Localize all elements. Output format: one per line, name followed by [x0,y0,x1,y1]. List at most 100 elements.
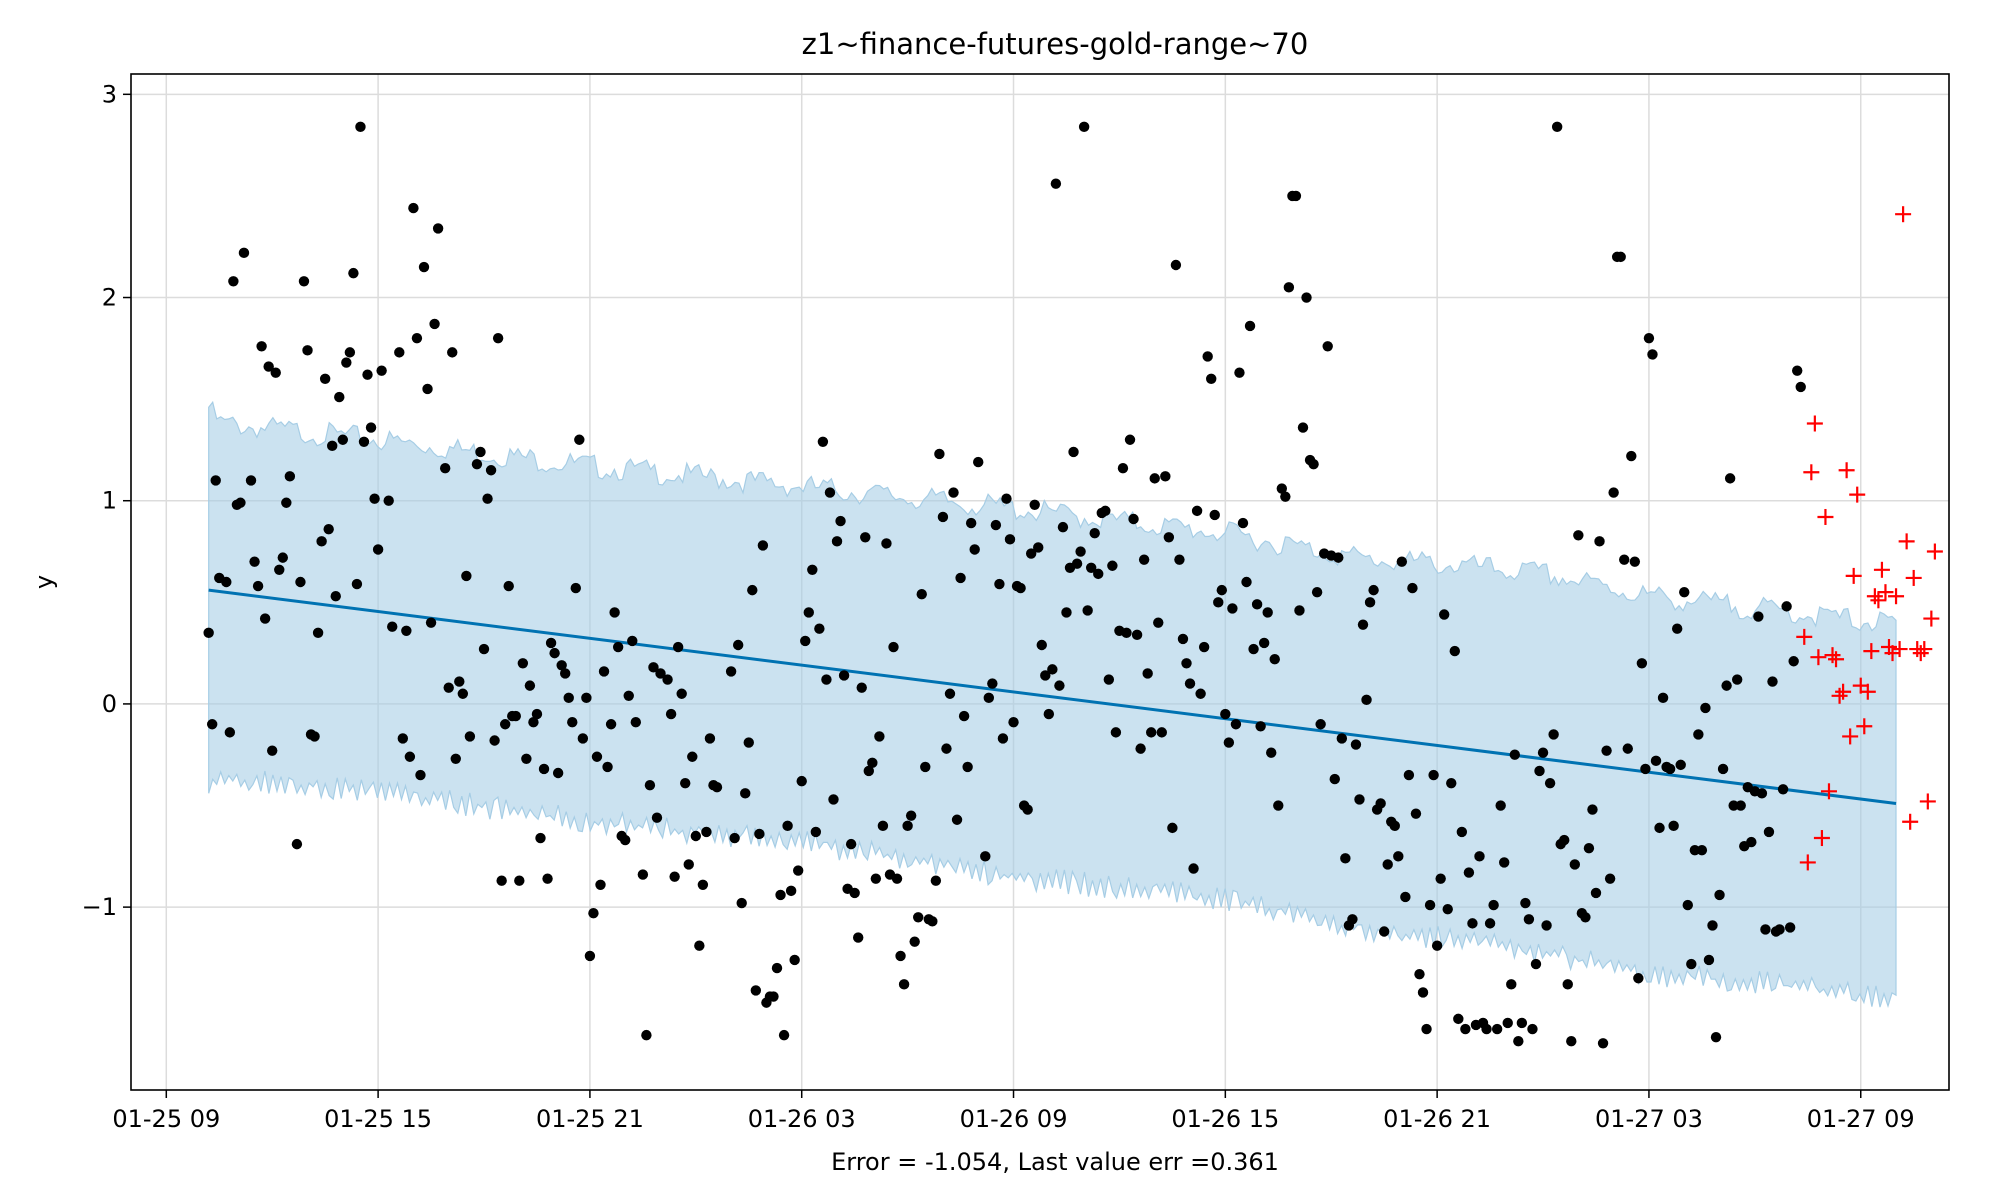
observed-point [1382,859,1393,870]
observed-point [1244,320,1256,332]
observed-point [725,666,737,677]
observed-point [1551,121,1563,133]
observed-point [1294,605,1305,616]
observed-point [902,820,913,832]
observed-point [1488,899,1499,911]
observed-point [1484,918,1496,929]
observed-point [1043,708,1055,720]
observed-point [655,668,666,679]
observed-point [1220,708,1231,720]
observed-point [1516,1017,1528,1029]
observed-point [1347,914,1358,925]
x-tick-label: 01-26 21 [1383,1105,1491,1133]
observed-point [1435,873,1446,884]
observed-point [298,276,310,287]
observed-point [1583,842,1595,854]
observed-point [927,916,938,927]
observed-point [1640,763,1651,775]
observed-point [1414,968,1425,980]
observed-point [1513,1036,1524,1047]
observed-point [750,985,762,996]
observed-point [1544,777,1556,789]
x-tick-label: 01-26 09 [960,1105,1068,1133]
observed-point [888,641,899,653]
observed-point [1135,743,1146,754]
observed-point [577,733,589,744]
observed-point [362,369,373,380]
observed-point [1054,680,1065,691]
observed-point [828,794,839,805]
observed-point [535,832,546,844]
observed-point [574,434,585,445]
observed-point [909,936,920,947]
observed-point [937,511,949,523]
observed-point [549,647,560,659]
observed-point [1283,282,1295,293]
observed-point [955,572,966,584]
observed-point [1777,784,1789,795]
observed-point [224,727,236,738]
observed-point [881,538,892,549]
observed-point [425,617,437,628]
observed-point [792,865,804,876]
observed-point [1174,554,1185,565]
observed-point [1474,851,1485,862]
observed-point [1107,560,1118,571]
observed-point [1131,629,1143,641]
forecast-point [1810,649,1827,666]
observed-point [464,731,476,742]
forecast-point [1831,687,1848,704]
observed-point [249,556,260,567]
observed-point [221,576,232,588]
observed-point [1481,1023,1492,1035]
observed-point [387,621,398,632]
observed-point [1527,1023,1538,1035]
observed-point [920,761,931,773]
observed-point [1664,763,1676,775]
observed-point [1675,759,1686,771]
observed-point [591,751,603,762]
observed-point [1590,887,1602,899]
observed-point [492,332,504,344]
observed-point [1142,668,1153,679]
observed-point [754,828,765,840]
observed-point [1184,678,1196,689]
observed-point [432,223,444,234]
observed-point [404,751,416,762]
observed-point [648,662,659,673]
confidence-band-layer [208,400,1897,1008]
observed-point [1784,922,1796,933]
observed-point [1530,958,1542,970]
observed-point [1580,912,1591,923]
forecast-point [1877,584,1894,601]
observed-point [1428,769,1439,781]
observed-point [1587,804,1598,815]
trend-line-layer [208,588,1897,805]
observed-point [683,859,694,870]
observed-point [228,276,239,287]
observed-point [1354,794,1365,805]
observed-point [334,391,345,403]
x-axis-label: Error = -1.054, Last value err =0.361 [831,1148,1279,1176]
observed-point [789,954,800,966]
observed-point [1156,727,1167,738]
observed-point [672,641,684,653]
observed-point [1128,513,1139,525]
forecast-point [1806,415,1823,432]
observed-point [1297,422,1309,433]
observed-point [1050,178,1062,189]
observed-point [1322,341,1333,352]
observed-point [1463,867,1475,878]
observed-point [1682,899,1693,911]
observed-point [1357,619,1369,630]
forecast-point [1863,643,1880,660]
observed-point [1650,755,1662,767]
observed-point [450,753,461,764]
forecast-point [1870,592,1887,609]
forecast-point [1888,588,1905,605]
observed-point [542,873,553,884]
observed-point [1266,747,1277,758]
observed-point [302,345,313,356]
observed-point [1075,546,1086,557]
observed-point [697,879,709,890]
